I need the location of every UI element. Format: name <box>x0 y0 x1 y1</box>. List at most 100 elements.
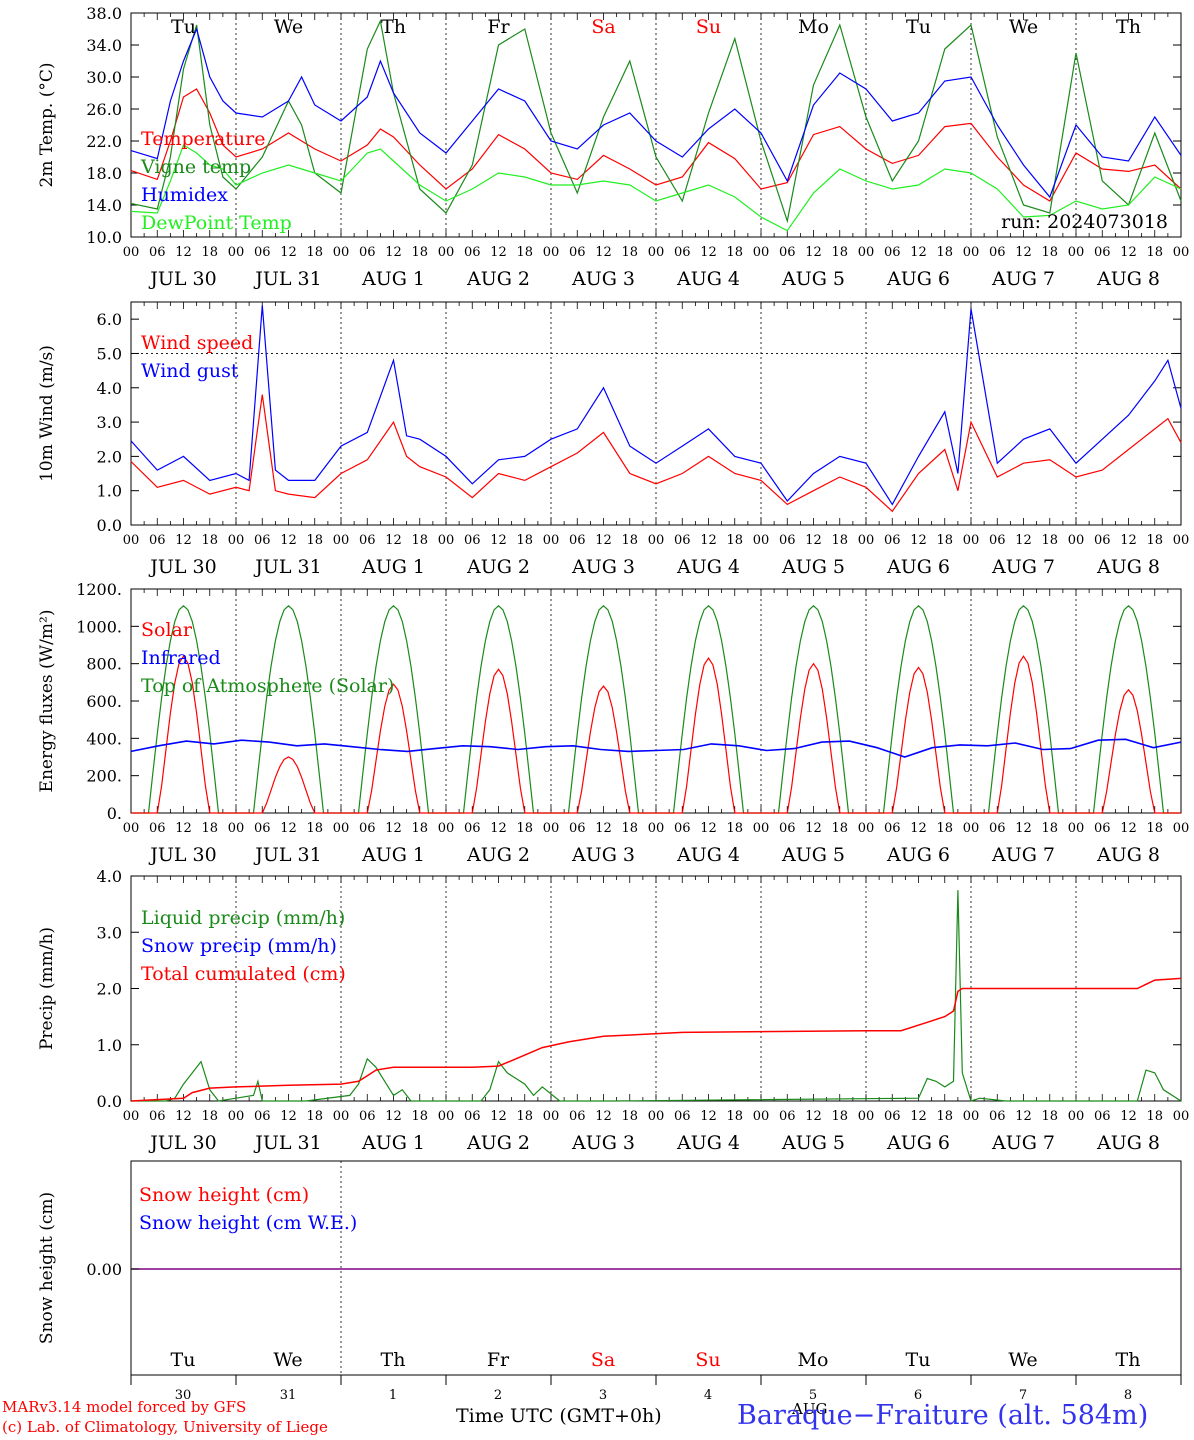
temp-panel-hour-tick-label: 12 <box>910 245 927 260</box>
precip-panel-y-axis-label: Precip (mm/h) <box>37 927 57 1050</box>
energy-panel-hour-tick-label: 18 <box>1146 821 1163 836</box>
wind-panel-hour-tick-label: 18 <box>516 533 533 548</box>
wind-panel-hour-tick-label: 12 <box>700 533 717 548</box>
precip-panel-hour-tick-label: 18 <box>831 1109 848 1124</box>
temp-panel-hour-tick-label: 06 <box>569 245 586 260</box>
precip-series-cumulated <box>130 977 1182 1102</box>
wind-panel-hour-tick-label: 00 <box>543 533 560 548</box>
temp-panel-hour-tick-label: 18 <box>1146 245 1163 260</box>
wind-panel-hour-tick-label: 06 <box>674 533 691 548</box>
wind-panel-hour-tick-label: 06 <box>359 533 376 548</box>
energy-panel-hour-tick-label: 00 <box>543 821 560 836</box>
wind-series-wind-speed <box>130 394 1182 513</box>
temp-panel-day-label: AUG 2 <box>466 268 530 290</box>
energy-panel-hour-tick-label: 18 <box>201 821 218 836</box>
energy-panel-legend-top-of-atmosphere-solar: Top of Atmosphere (Solar) <box>141 675 394 697</box>
energy-panel-hour-tick-label: 00 <box>858 821 875 836</box>
temp-panel-legend-temperature: Temperature <box>141 128 265 150</box>
snow-day-number: 3 <box>599 1388 607 1403</box>
energy-panel-hour-tick-label: 12 <box>1015 821 1032 836</box>
temp-panel-hour-tick-label: 18 <box>831 245 848 260</box>
wind-panel-legend-wind-speed: Wind speed <box>141 332 253 354</box>
temp-panel-y-tick-label: 34.0 <box>86 36 122 55</box>
temp-panel-hour-tick-label: 12 <box>280 245 297 260</box>
snow-day-number: 2 <box>494 1388 502 1403</box>
precip-panel-hour-tick-label: 00 <box>1068 1109 1085 1124</box>
temp-panel-y-tick-label: 26.0 <box>86 100 122 119</box>
precip-series-liquid <box>131 890 1182 1102</box>
energy-panel-y-tick-label: 1200. <box>76 580 122 599</box>
wind-panel-hour-tick-label: 12 <box>910 533 927 548</box>
precip-panel-legend-snow-precip-mm-h: Snow precip (mm/h) <box>141 935 337 957</box>
energy-panel-day-label: AUG 2 <box>466 844 530 866</box>
precip-panel-hour-tick-label: 00 <box>228 1109 245 1124</box>
energy-panel-hour-tick-label: 12 <box>280 821 297 836</box>
precip-panel-y-tick-label: 3.0 <box>97 923 122 942</box>
wind-panel-hour-tick-label: 18 <box>411 533 428 548</box>
wind-panel-hour-tick-label: 12 <box>595 533 612 548</box>
energy-panel-hour-tick-label: 06 <box>254 821 271 836</box>
energy-panel-day-label: AUG 3 <box>571 844 635 866</box>
energy-panel-day-label: JUL 30 <box>148 844 216 866</box>
precip-panel-hour-tick-label: 06 <box>464 1109 481 1124</box>
precip-panel-hour-tick-label: 00 <box>438 1109 455 1124</box>
temp-panel-y-tick-label: 10.0 <box>86 228 122 247</box>
snow-panel-y-tick-label: 0.00 <box>86 1260 122 1279</box>
snow-day-number: 31 <box>280 1388 297 1403</box>
energy-panel-hour-tick-label: 12 <box>595 821 612 836</box>
temp-panel-day-label: JUL 31 <box>253 268 321 290</box>
precip-panel-hour-tick-label: 12 <box>1120 1109 1137 1124</box>
wind-panel-hour-tick-label: 12 <box>805 533 822 548</box>
temp-weekday-label: Sa <box>591 16 615 38</box>
temp-panel-hour-tick-label: 00 <box>648 245 665 260</box>
snow-weekday-label: Sa <box>591 1349 615 1371</box>
precip-panel-day-label: AUG 4 <box>676 1132 740 1154</box>
snow-weekday-label: Th <box>1116 1349 1141 1371</box>
temp-panel-hour-tick-label: 18 <box>1041 245 1058 260</box>
wind-panel-y-tick-label: 3.0 <box>97 413 122 432</box>
precip-panel-hour-tick-label: 06 <box>359 1109 376 1124</box>
energy-panel-hour-tick-label: 00 <box>438 821 455 836</box>
wind-panel-day-label: AUG 8 <box>1096 556 1160 578</box>
wind-panel-hour-tick-label: 18 <box>201 533 218 548</box>
snow-day-number: 6 <box>914 1388 922 1403</box>
precip-panel-hour-tick-label: 18 <box>726 1109 743 1124</box>
temp-weekday-label: Tu <box>906 16 931 38</box>
energy-panel-y-tick-label: 400. <box>86 729 122 748</box>
wind-panel-hour-tick-label: 00 <box>123 533 140 548</box>
energy-panel-hour-tick-label: 18 <box>1041 821 1058 836</box>
energy-panel-hour-tick-label: 18 <box>936 821 953 836</box>
credit-line-2: (c) Lab. of Climatology, University of L… <box>2 1418 328 1436</box>
precip-panel-hour-tick-label: 06 <box>569 1109 586 1124</box>
precip-panel-hour-tick-label: 00 <box>1173 1109 1190 1124</box>
energy-panel-hour-tick-label: 18 <box>516 821 533 836</box>
temp-weekday-label: Th <box>1116 16 1141 38</box>
energy-panel-y-tick-label: 0. <box>107 804 122 823</box>
wind-panel-hour-tick-label: 00 <box>753 533 770 548</box>
wind-panel-hour-tick-label: 06 <box>779 533 796 548</box>
temp-weekday-label: We <box>1009 16 1038 38</box>
temp-panel-hour-tick-label: 00 <box>858 245 875 260</box>
temp-panel-legend-dewpoint-temp: DewPoint Temp <box>141 212 292 234</box>
snow-day-number: 7 <box>1019 1388 1027 1403</box>
snow-weekday-label: Su <box>695 1349 720 1371</box>
wind-panel-hour-tick-label: 18 <box>831 533 848 548</box>
temp-panel-hour-tick-label: 06 <box>989 245 1006 260</box>
snow-day-number: 5 <box>809 1388 817 1403</box>
precip-panel-hour-tick-label: 12 <box>280 1109 297 1124</box>
wind-panel-y-axis-label: 10m Wind (m/s) <box>37 345 57 482</box>
precip-panel-hour-tick-label: 00 <box>753 1109 770 1124</box>
precip-panel-hour-tick-label: 12 <box>805 1109 822 1124</box>
temp-panel-hour-tick-label: 12 <box>700 245 717 260</box>
energy-panel-day-label: JUL 31 <box>253 844 321 866</box>
temp-panel-day-label: AUG 1 <box>361 268 425 290</box>
temp-panel-day-label: AUG 5 <box>781 268 845 290</box>
wind-panel-hour-tick-label: 00 <box>228 533 245 548</box>
snow-weekday-label: Mo <box>798 1349 829 1371</box>
temp-panel-hour-tick-label: 06 <box>359 245 376 260</box>
wind-panel-hour-tick-label: 18 <box>1041 533 1058 548</box>
energy-panel-hour-tick-label: 06 <box>884 821 901 836</box>
snow-day-number: 4 <box>704 1388 712 1403</box>
precip-panel-hour-tick-label: 06 <box>254 1109 271 1124</box>
energy-panel-hour-tick-label: 18 <box>306 821 323 836</box>
